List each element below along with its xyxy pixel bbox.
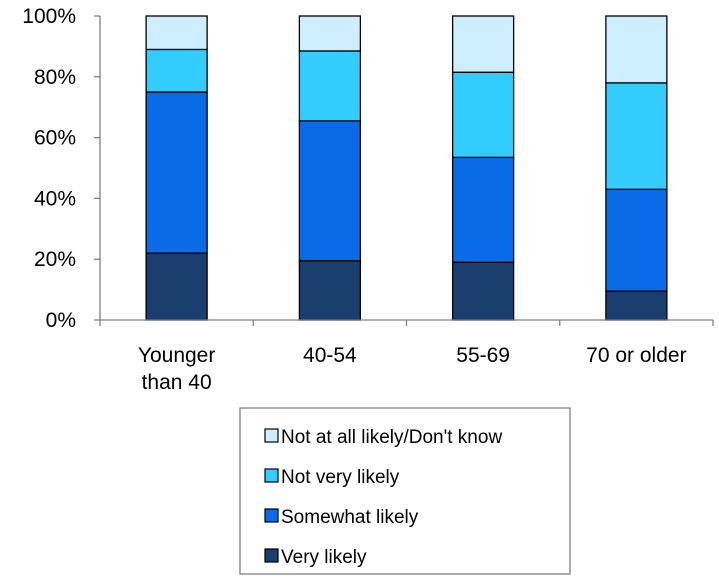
- bar-segment-4-2: [605, 188, 668, 292]
- legend-swatch-4: [264, 548, 279, 563]
- bar-segment-1-3: [145, 48, 208, 93]
- bar-segment-2-2: [298, 120, 362, 262]
- bar-segment-2-1: [298, 260, 362, 321]
- bar-segment-3-4: [451, 15, 515, 73]
- legend: Not at all likely/Don't know Not very lik…: [239, 407, 571, 575]
- bar-segment-2-3: [298, 50, 362, 122]
- legend-box: [239, 407, 571, 575]
- y-tick-label-4: 80%: [34, 66, 76, 89]
- category-label-1: Younger than 40: [138, 344, 215, 394]
- bar-segment-1-1: [145, 252, 208, 321]
- bars-layer: [145, 15, 668, 321]
- legend-swatch-3: [264, 508, 279, 523]
- legend-label-3: Somewhat likely: [281, 507, 419, 528]
- legend-label-1: Not at all likely/Don't know: [281, 427, 502, 448]
- y-tick-label-0: 0%: [46, 309, 76, 332]
- axes-layer: 0% 20% 40% 60% 80% 100% Younger than 40 40-54 55-…: [22, 5, 714, 394]
- bar-segment-4-4: [605, 15, 668, 84]
- bar-segment-4-3: [605, 82, 668, 190]
- category-label-4: 70 or older: [586, 344, 686, 367]
- bar-segment-4-1: [605, 290, 668, 321]
- bar-segment-1-4: [145, 15, 208, 51]
- bar-segment-3-2: [451, 156, 515, 263]
- bar-segment-1-2: [145, 91, 208, 254]
- legend-swatch-1: [264, 428, 279, 443]
- legend-label-4: Very likely: [281, 547, 367, 568]
- y-tick-label-5: 100%: [22, 5, 76, 28]
- bar-segment-2-4: [298, 15, 362, 52]
- category-label-2: 40-54: [303, 344, 357, 367]
- legend-label-2: Not very likely: [281, 467, 400, 488]
- y-tick-label-1: 20%: [34, 248, 76, 271]
- category-label-3: 55-69: [456, 344, 510, 367]
- y-tick-label-2: 40%: [34, 187, 76, 210]
- y-tick-label-3: 60%: [34, 127, 76, 150]
- bar-segment-3-1: [451, 261, 515, 321]
- bar-segment-3-3: [451, 71, 515, 159]
- legend-swatch-2: [264, 468, 279, 483]
